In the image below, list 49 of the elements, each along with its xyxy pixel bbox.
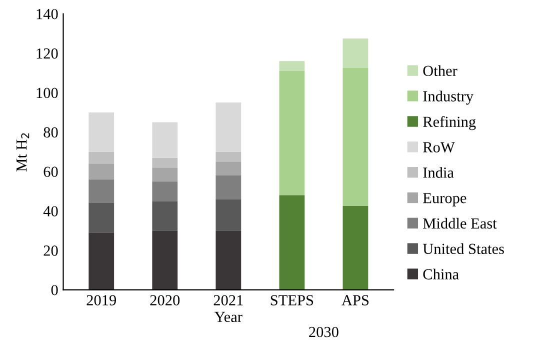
legend-label: Middle East bbox=[423, 218, 497, 229]
bar bbox=[88, 152, 114, 164]
legend-label: United States bbox=[422, 243, 504, 254]
bar bbox=[88, 112, 114, 152]
x-tick-label: 2019 bbox=[86, 295, 116, 306]
bar bbox=[216, 199, 242, 231]
bar bbox=[152, 122, 178, 158]
y-tick-label: 0 bbox=[51, 284, 58, 296]
bar bbox=[152, 168, 178, 182]
legend-label: Industry bbox=[423, 90, 474, 105]
x-tick-label: APS bbox=[342, 295, 369, 306]
bar bbox=[342, 206, 368, 290]
text: 2030 bbox=[309, 326, 338, 338]
y-tick-label: 20 bbox=[44, 246, 58, 256]
bar bbox=[152, 201, 178, 231]
bar bbox=[216, 102, 242, 152]
x-tick-label: STEPS bbox=[270, 295, 314, 306]
legend-label: Europe bbox=[423, 193, 466, 206]
bar bbox=[216, 175, 242, 200]
y-tick-label: 100 bbox=[36, 88, 58, 98]
legend-label: Refining bbox=[423, 116, 476, 130]
bar bbox=[152, 230, 178, 290]
legend-label: China bbox=[423, 268, 459, 280]
bar bbox=[216, 162, 242, 176]
y-axis-title: Mt H$_{2}$ bbox=[16, 133, 30, 172]
bar bbox=[88, 203, 114, 233]
bar bbox=[279, 195, 305, 290]
y-tick-label: 40 bbox=[43, 206, 58, 216]
bar bbox=[279, 61, 305, 71]
legend-label: RoW bbox=[423, 142, 455, 152]
y-tick-label: 80 bbox=[44, 127, 58, 138]
bar bbox=[342, 38, 368, 68]
y-tick-label: 60 bbox=[44, 166, 58, 177]
bar bbox=[88, 164, 114, 180]
x-axis-title: Year bbox=[214, 312, 242, 322]
bar bbox=[152, 181, 178, 202]
bar bbox=[88, 179, 114, 204]
x-tick-label: 2021 bbox=[214, 295, 243, 306]
bar bbox=[279, 70, 305, 196]
legend-label: India bbox=[423, 167, 454, 178]
y-tick-label: 120 bbox=[36, 48, 58, 59]
bar bbox=[216, 152, 242, 162]
bar bbox=[216, 230, 242, 290]
bar bbox=[152, 158, 178, 168]
y-tick-label: 140 bbox=[36, 8, 58, 20]
legend-label: Other bbox=[423, 65, 458, 76]
x-tick-label: 2020 bbox=[150, 295, 180, 306]
bar bbox=[342, 68, 368, 206]
bar bbox=[88, 232, 114, 290]
